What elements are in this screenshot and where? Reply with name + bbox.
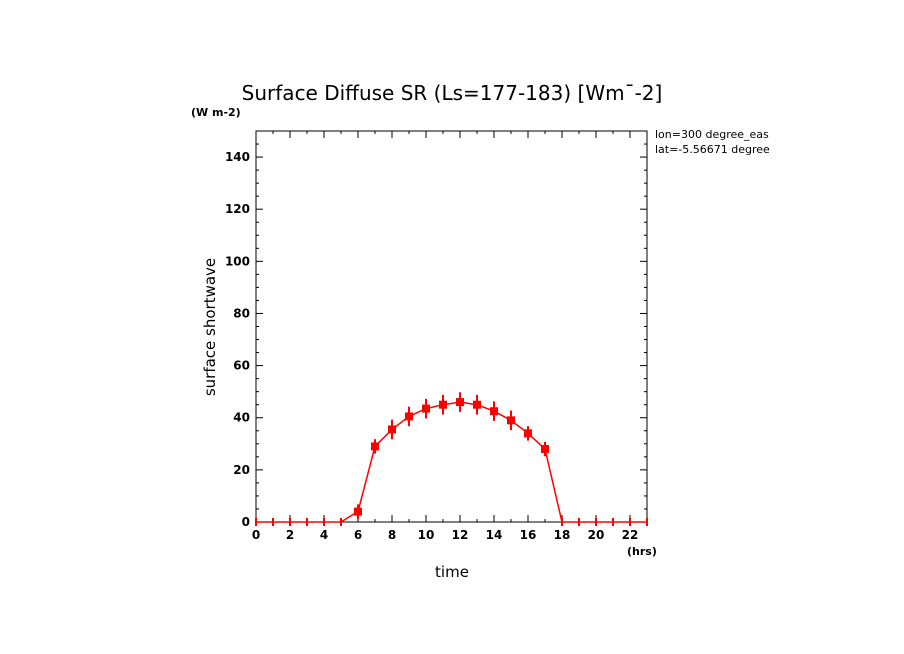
x-tick-label: 4 (320, 528, 328, 542)
x-tick-label: 18 (554, 528, 571, 542)
y-tick-label: 140 (225, 150, 250, 164)
data-point (405, 412, 413, 421)
x-tick-label: 14 (486, 528, 503, 542)
x-tick-label: 12 (452, 528, 469, 542)
y-tick-label: 80 (233, 306, 250, 320)
y-tick-label: 0 (242, 515, 250, 529)
data-point (371, 442, 379, 451)
data-point (388, 425, 396, 434)
x-units-label: (hrs) (627, 545, 657, 558)
series-line (256, 401, 647, 523)
series-group (255, 392, 648, 526)
x-axis: 0 2 4 6 8 10 12 14 16 18 20 22 (252, 131, 648, 542)
data-point (507, 416, 515, 425)
x-tick-label: 10 (418, 528, 435, 542)
chart-title: Surface Diffuse SR (Ls=177-183) [Wm¯-2] (242, 81, 663, 105)
y-axis-label: surface shortwave (201, 258, 219, 396)
data-point (524, 429, 532, 438)
y-tick-label: 100 (225, 254, 250, 268)
annotation-lat: lat=-5.56671 degree (655, 143, 770, 156)
data-point (422, 404, 430, 413)
x-tick-label: 2 (286, 528, 294, 542)
y-tick-label: 20 (233, 463, 250, 477)
x-tick-label: 6 (354, 528, 362, 542)
annotation-lon: lon=300 degree_eas (655, 128, 769, 141)
y-axis: 0 20 40 60 80 100 120 140 (225, 130, 647, 529)
data-point (541, 445, 549, 454)
x-tick-label: 0 (252, 528, 260, 542)
y-tick-label: 40 (233, 411, 250, 425)
x-tick-label: 8 (388, 528, 396, 542)
data-point (354, 507, 362, 516)
y-units-label: (W m-2) (191, 106, 241, 119)
data-point (439, 400, 447, 409)
y-tick-label: 120 (225, 202, 250, 216)
x-tick-label: 22 (622, 528, 639, 542)
data-point (456, 398, 464, 407)
plot-frame (255, 130, 648, 523)
title-superscript-arrow: ¯ (625, 81, 635, 105)
x-tick-label: 20 (588, 528, 605, 542)
x-tick-label: 16 (520, 528, 537, 542)
data-point (473, 400, 481, 409)
data-point (490, 407, 498, 416)
y-tick-label: 60 (233, 359, 250, 373)
x-axis-label: time (435, 563, 469, 581)
